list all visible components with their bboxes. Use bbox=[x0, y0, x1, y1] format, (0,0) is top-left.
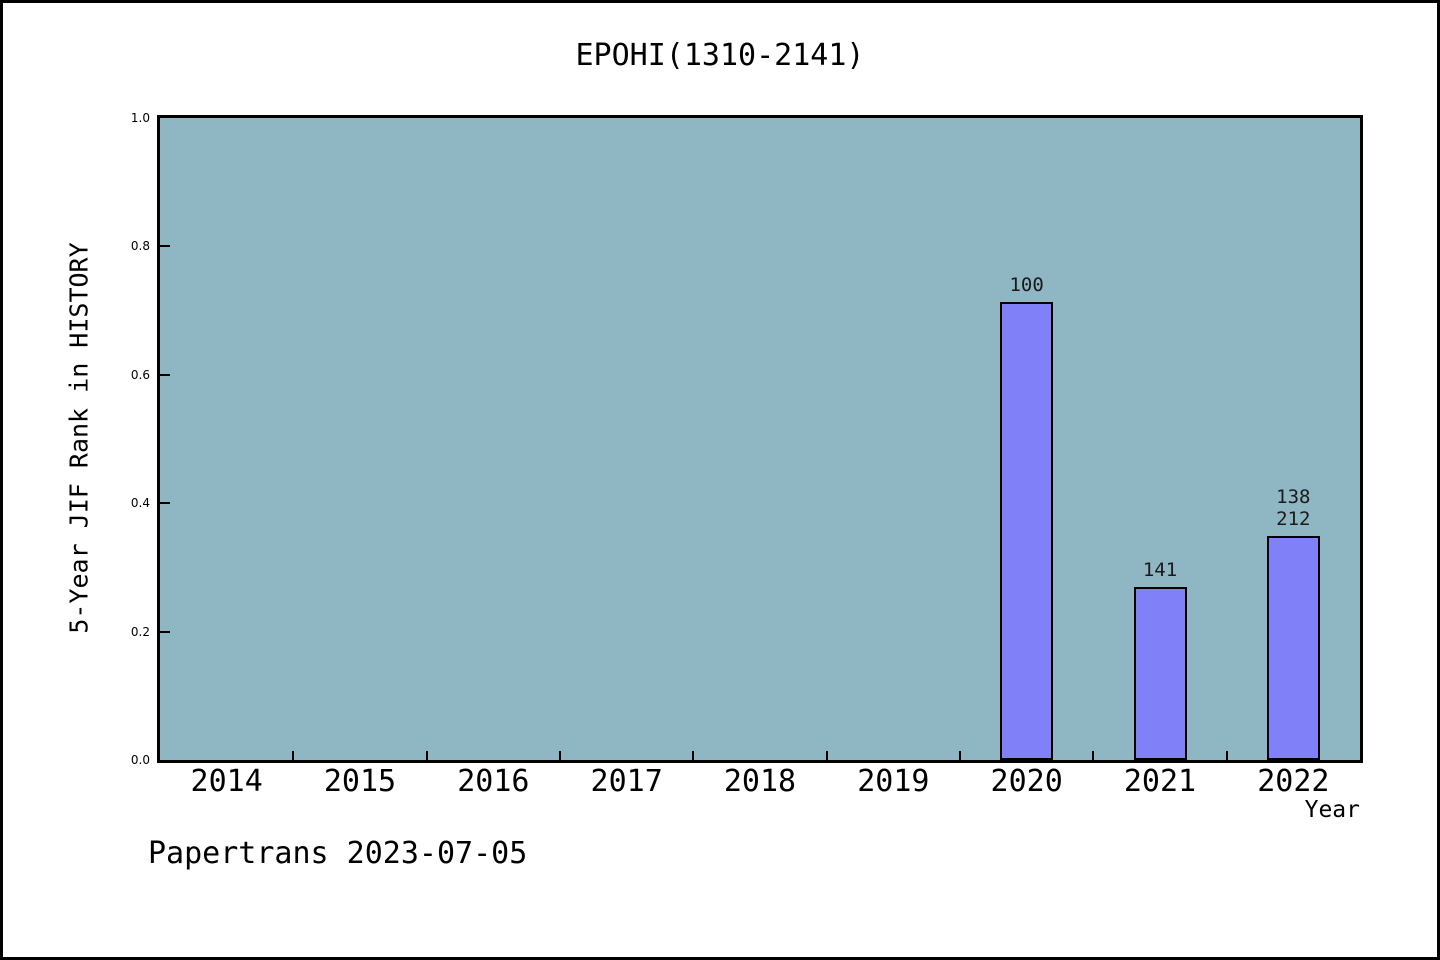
bar-value-label-2022: 138 212 bbox=[1276, 485, 1311, 530]
x-tick-label: 2017 bbox=[590, 764, 663, 799]
x-tick-label: 2014 bbox=[190, 764, 263, 799]
x-tick-mark bbox=[825, 751, 828, 760]
y-tick-mark bbox=[160, 245, 170, 248]
x-tick-label: 2016 bbox=[457, 764, 530, 799]
y-tick-label: 0.8 bbox=[130, 239, 150, 254]
x-tick-label: 2019 bbox=[857, 764, 930, 799]
bar-value-label-2020: 100 bbox=[1009, 273, 1044, 296]
y-axis-title: 5-Year JIF Rank in HISTORY bbox=[64, 242, 94, 634]
x-tick-label: 2018 bbox=[723, 764, 797, 799]
x-axis-title: Year bbox=[1304, 797, 1360, 823]
y-tick-label: 0.4 bbox=[130, 496, 150, 511]
x-tick-label: 2020 bbox=[990, 764, 1063, 799]
x-tick-mark bbox=[559, 751, 561, 760]
y-tick-mark bbox=[160, 630, 170, 633]
bar-2021 bbox=[1133, 587, 1187, 760]
x-tick-mark bbox=[1092, 751, 1095, 760]
y-tick-mark bbox=[160, 373, 170, 376]
x-tick-label: 2015 bbox=[323, 764, 397, 799]
x-tick-label: 2021 bbox=[1123, 764, 1197, 799]
plot-area: 100 141 138 212 bbox=[157, 115, 1363, 763]
x-axis-tick-labels: 2014 2015 2016 2017 2018 2019 2020 2021 2022 bbox=[160, 764, 1360, 804]
x-tick-mark bbox=[692, 751, 695, 760]
y-tick-label: 0.6 bbox=[130, 367, 150, 382]
y-tick-label: 0.2 bbox=[130, 624, 150, 639]
bar-2022 bbox=[1266, 535, 1320, 760]
chart-title: EPOHI(1310-2141) bbox=[575, 38, 865, 73]
bar-value-label-2021: 141 bbox=[1142, 559, 1178, 582]
y-tick-label: 0.0 bbox=[130, 753, 150, 767]
y-tick-label: 1.0 bbox=[130, 111, 150, 125]
x-tick-mark bbox=[292, 751, 295, 760]
x-tick-mark bbox=[425, 751, 428, 760]
x-tick-label: 2022 bbox=[1257, 764, 1330, 799]
footer-watermark: Papertrans 2023-07-05 bbox=[148, 836, 528, 871]
bar-2020 bbox=[1000, 301, 1054, 760]
y-tick-mark bbox=[160, 502, 170, 505]
x-tick-mark bbox=[959, 751, 961, 760]
x-tick-mark bbox=[1225, 751, 1228, 760]
